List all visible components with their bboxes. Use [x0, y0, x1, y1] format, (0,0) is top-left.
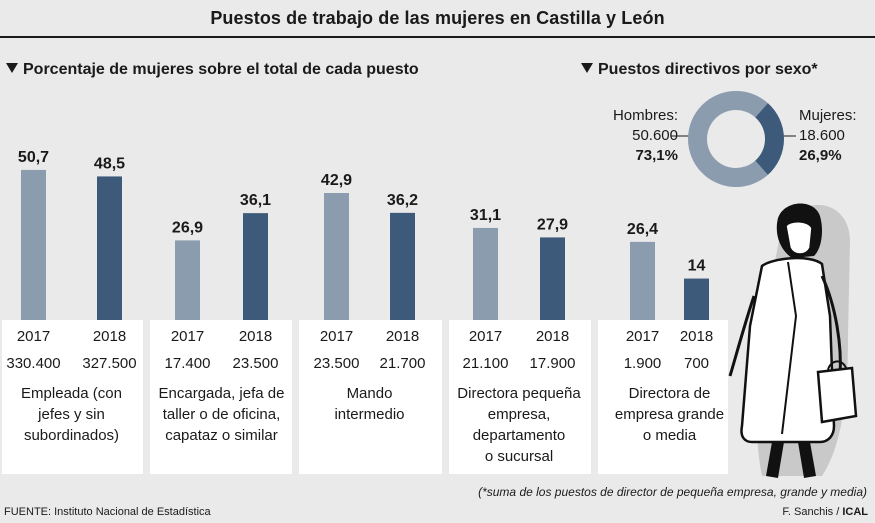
- category-label: capataz o similar: [165, 427, 278, 444]
- category-label: empresa,: [488, 406, 551, 423]
- mujeres-label: Mujeres: 18.600 26,9%: [799, 106, 857, 166]
- category-label: Empleada (con: [21, 385, 122, 402]
- category-label: Encargada, jefa de: [159, 385, 285, 402]
- category-label: o media: [643, 427, 697, 444]
- donut-slice-mujeres: [755, 103, 784, 175]
- category-panel: [2, 320, 143, 474]
- hombres-name: Hombres:: [612, 107, 678, 124]
- bar-2018: [684, 278, 709, 320]
- category-panel: [598, 320, 728, 474]
- donut-slice-hombres: [688, 91, 768, 187]
- bar-2018: [243, 213, 268, 320]
- bar-chart-heading: Porcentaje de mujeres sobre el total de …: [6, 61, 419, 79]
- year-label: 2017: [320, 328, 353, 345]
- credit-label: F. Sanchis / ICAL: [782, 506, 868, 518]
- category-label: subordinados): [24, 427, 119, 444]
- bar-2018: [540, 237, 565, 320]
- bar-value-label: 31,1: [470, 207, 501, 224]
- triangle-down-icon: [6, 63, 18, 73]
- category-label: o sucursal: [485, 448, 553, 465]
- year-label: 2018: [536, 328, 569, 345]
- bar-value-label: 14: [688, 258, 706, 275]
- bar-2017: [324, 193, 349, 320]
- bar-2017: [21, 169, 46, 320]
- category-panel: [449, 320, 591, 474]
- year-label: 2018: [386, 328, 419, 345]
- category-panel: [150, 320, 292, 474]
- donut-title: Puestos directivos por sexo*: [598, 61, 818, 78]
- bar-2017: [175, 240, 200, 320]
- category-label: taller o de oficina,: [163, 406, 281, 423]
- hombres-count: 50.600: [632, 127, 678, 144]
- count-label: 17.400: [165, 355, 211, 372]
- year-label: 2017: [171, 328, 204, 345]
- count-label: 17.900: [530, 355, 576, 372]
- count-label: 23.500: [314, 355, 360, 372]
- count-label: 21.100: [463, 355, 509, 372]
- bar-value-label: 48,5: [94, 155, 125, 172]
- bar-value-label: 26,4: [627, 221, 658, 238]
- credit-author: F. Sanchis /: [782, 506, 843, 518]
- category-label: Mando: [347, 385, 393, 402]
- category-label: Directora pequeña: [457, 385, 581, 402]
- businesswoman-with-briefcase-icon: [728, 203, 858, 478]
- bar-value-label: 42,9: [321, 172, 352, 189]
- count-label: 23.500: [233, 355, 279, 372]
- mujeres-name: Mujeres:: [799, 107, 857, 124]
- category-label: departamento: [473, 427, 566, 444]
- category-label: empresa grande: [615, 406, 724, 423]
- footnote: (*suma de los puestos de director de peq…: [478, 485, 867, 499]
- count-label: 330.400: [6, 355, 60, 372]
- mujeres-count: 18.600: [799, 127, 845, 144]
- bar-2017: [473, 227, 498, 320]
- category-label: jefes y sin: [37, 406, 105, 423]
- year-label: 2018: [680, 328, 713, 345]
- year-label: 2018: [93, 328, 126, 345]
- year-label: 2018: [239, 328, 272, 345]
- bar-value-label: 27,9: [537, 216, 568, 233]
- bar-value-label: 36,2: [387, 192, 418, 209]
- bar-chart-title: Porcentaje de mujeres sobre el total de …: [23, 61, 419, 78]
- year-label: 2017: [17, 328, 50, 345]
- category-label: intermedio: [334, 406, 404, 423]
- bar-value-label: 26,9: [172, 219, 203, 236]
- count-label: 21.700: [380, 355, 426, 372]
- hombres-label: Hombres: 50.600 73,1%: [613, 106, 678, 166]
- category-label: Directora de: [629, 385, 711, 402]
- count-label: 700: [684, 355, 709, 372]
- bar-value-label: 36,1: [240, 192, 271, 209]
- count-label: 327.500: [82, 355, 136, 372]
- year-label: 2017: [469, 328, 502, 345]
- mujeres-percent: 26,9%: [799, 147, 842, 164]
- hombres-percent: 73,1%: [635, 147, 678, 164]
- source-label: FUENTE: Instituto Nacional de Estadístic…: [4, 506, 211, 518]
- bar-2018: [97, 176, 122, 320]
- bar-value-label: 50,7: [18, 149, 49, 166]
- count-label: 1.900: [624, 355, 662, 372]
- title-bar: Puestos de trabajo de las mujeres en Cas…: [0, 0, 875, 38]
- donut-heading: Puestos directivos por sexo*: [581, 61, 818, 79]
- bar-2017: [630, 241, 655, 320]
- credit-brand: ICAL: [842, 506, 868, 518]
- triangle-down-icon: [581, 63, 593, 73]
- bar-2018: [390, 212, 415, 320]
- page-title: Puestos de trabajo de las mujeres en Cas…: [210, 7, 665, 28]
- category-panel: [299, 320, 442, 474]
- year-label: 2017: [626, 328, 659, 345]
